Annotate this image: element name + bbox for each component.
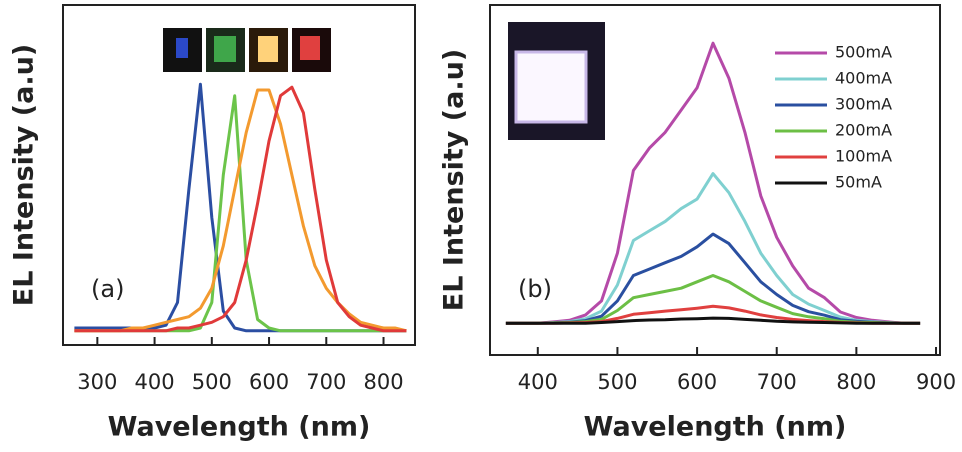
legend-label: 100mA [835, 147, 892, 166]
x-tick-label: 400 [518, 370, 558, 394]
inset-photos-a [163, 28, 331, 72]
x-tick-label: 600 [249, 370, 289, 394]
x-tick-label: 600 [677, 370, 717, 394]
plot-frame [489, 4, 941, 356]
legend-label: 50mA [835, 173, 882, 192]
x-tick-label: 900 [916, 370, 956, 394]
spectrum-line [74, 88, 407, 333]
x-tick-label: 400 [135, 370, 175, 394]
legend-label: 400mA [835, 69, 892, 88]
inset-photo-b [508, 22, 605, 140]
plot-frame [62, 4, 416, 346]
spectrum-line [505, 232, 921, 325]
x-tick-label: 800 [363, 370, 403, 394]
x-tick-label: 700 [757, 370, 797, 394]
panel-label: (a) [91, 275, 124, 303]
x-tick-label: 800 [836, 370, 876, 394]
x-tick-label: 700 [306, 370, 346, 394]
spectrum-line [505, 316, 921, 325]
panel-label: (b) [518, 275, 552, 303]
x-axis-label: Wavelength (nm) [584, 412, 847, 443]
x-tick-label: 500 [192, 370, 232, 394]
y-axis-label: EL Intensity (a.u) [9, 44, 40, 306]
legend-label: 300mA [835, 95, 892, 114]
spectrum-line [505, 41, 921, 325]
legend-label: 500mA [835, 43, 892, 62]
x-axis-label: Wavelength (nm) [108, 412, 371, 443]
spectrum-line [74, 85, 407, 333]
legend-label: 200mA [835, 121, 892, 140]
x-tick-label: 500 [597, 370, 637, 394]
y-axis-label: EL Intensity (a.u) [439, 49, 470, 311]
spectrum-line [505, 172, 921, 325]
spectrum-line [505, 274, 921, 325]
x-tick-label: 300 [77, 370, 117, 394]
